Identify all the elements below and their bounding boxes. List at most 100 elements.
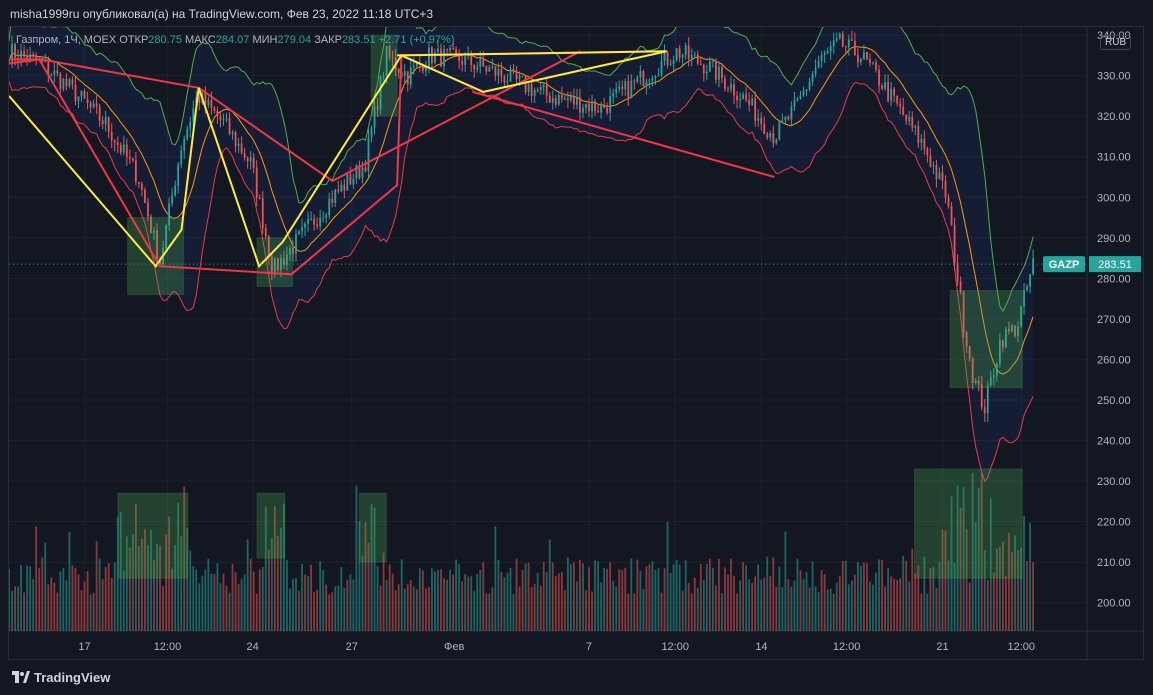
volume-bar	[642, 588, 645, 631]
volume-bar	[766, 556, 769, 631]
candle-body	[817, 61, 820, 68]
volume-bar	[41, 557, 44, 631]
candle-body	[863, 51, 865, 59]
volume-bar	[470, 576, 473, 631]
x-tick-label: 12:00	[154, 641, 182, 653]
candle-body	[669, 63, 672, 65]
volume-bar	[373, 507, 376, 631]
volume-bar	[1026, 560, 1028, 631]
tradingview-brand[interactable]: TradingView	[34, 670, 111, 685]
price-chart[interactable]: 340.00 330.00 320.00 310.00 300.00 290.00 280.…	[9, 27, 1145, 661]
candle-body	[959, 281, 962, 293]
volume-bar	[929, 568, 932, 631]
volume-bar	[736, 593, 738, 631]
candle-body	[252, 157, 255, 168]
volume-bar	[1017, 550, 1019, 631]
candle-body	[902, 106, 905, 115]
header-text: misha1999ru опубликовал(а) на TradingVie…	[10, 7, 434, 21]
volume-bar	[406, 584, 409, 631]
legend-low-label: МИН	[252, 34, 278, 46]
candle-body	[9, 61, 10, 63]
volume-bar	[606, 568, 609, 631]
candle-body	[376, 106, 379, 110]
volume-bar	[122, 570, 125, 631]
candle-body	[989, 377, 992, 386]
candle-body	[313, 218, 316, 225]
candle-body	[995, 363, 998, 376]
currency-button[interactable]: RUB	[1100, 35, 1132, 50]
candle-body	[805, 89, 808, 91]
volume-bar	[168, 516, 171, 631]
candle-body	[222, 119, 225, 121]
volume-bar	[624, 567, 627, 631]
y-tick-label: 290.00	[1097, 233, 1131, 245]
candle-body	[563, 98, 566, 100]
candle-body	[711, 60, 714, 62]
tradingview-logo-icon[interactable]	[12, 671, 30, 685]
candle-body	[328, 198, 331, 216]
volume-bar	[110, 577, 113, 631]
volume-bar	[648, 564, 651, 631]
volume-bar	[29, 566, 32, 631]
candle-body	[403, 71, 406, 76]
volume-bar	[557, 573, 560, 631]
volume-bar	[104, 566, 107, 631]
volume-bar	[802, 579, 805, 631]
volume-bar	[379, 585, 382, 631]
candle-body	[645, 81, 648, 87]
volume-bar	[878, 559, 880, 631]
candle-body	[440, 48, 442, 67]
volume-bar	[787, 579, 790, 631]
x-tick-label: Фев	[444, 641, 464, 653]
candle-body	[316, 224, 319, 227]
volume-bar	[926, 593, 929, 631]
volume-bar	[515, 558, 518, 631]
candle-body	[872, 62, 874, 64]
candle-body	[379, 76, 382, 110]
volume-bar	[461, 581, 464, 631]
x-tick-label: 27	[346, 641, 358, 653]
volume-bar	[539, 585, 542, 631]
candle-body	[808, 81, 811, 90]
candle-body	[246, 157, 249, 162]
candle-body	[1029, 274, 1031, 287]
volume-bar	[313, 592, 316, 631]
candle-body	[349, 174, 352, 185]
candle-body	[724, 78, 726, 89]
candle-body	[110, 132, 113, 141]
volume-bar	[449, 569, 451, 631]
volume-bar	[479, 570, 482, 631]
candle-body	[977, 380, 980, 385]
candle-body	[512, 69, 515, 71]
candle-body	[503, 76, 506, 83]
volume-bar	[14, 586, 16, 631]
volume-bar	[690, 593, 693, 631]
candle-body	[980, 384, 983, 408]
candle-body	[59, 73, 62, 90]
volume-bar	[95, 541, 98, 631]
volume-bar	[860, 565, 862, 631]
candle-body	[180, 150, 183, 165]
volume-bar	[346, 579, 349, 631]
candle-body	[270, 256, 273, 273]
x-tick-label: 12:00	[1007, 641, 1035, 653]
candle-body	[609, 96, 612, 113]
candle-body	[793, 100, 796, 107]
volume-bar	[134, 504, 137, 631]
volume-bar	[50, 577, 53, 631]
candle-body	[754, 98, 757, 121]
volume-bar	[1029, 522, 1031, 631]
volume-bar	[941, 529, 944, 631]
volume-bar	[576, 581, 578, 631]
candle-body	[65, 79, 68, 87]
volume-bar	[473, 590, 476, 631]
volume-bar	[394, 590, 397, 631]
candle-body	[397, 68, 400, 73]
volume-bar	[965, 529, 968, 631]
candle-body	[627, 81, 630, 98]
candle-body	[286, 254, 288, 265]
candle-body	[890, 88, 893, 101]
volume-bar	[165, 534, 167, 631]
volume-bar	[1014, 535, 1016, 631]
candle-body	[71, 79, 74, 85]
